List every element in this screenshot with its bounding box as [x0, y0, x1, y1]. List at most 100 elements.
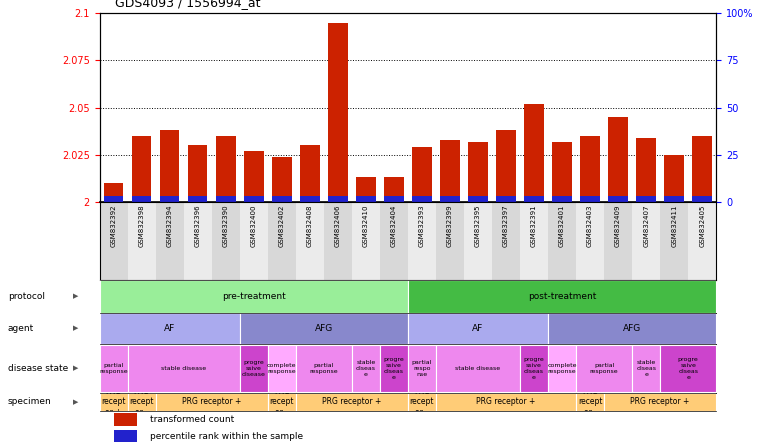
- Bar: [436, 202, 464, 280]
- Text: PRG receptor +: PRG receptor +: [630, 397, 690, 406]
- Text: ▶: ▶: [73, 399, 78, 405]
- Bar: [637, 196, 656, 202]
- Bar: [384, 178, 404, 202]
- Bar: [408, 313, 548, 344]
- Bar: [440, 140, 460, 202]
- Bar: [296, 393, 408, 411]
- Text: agent: agent: [8, 324, 34, 333]
- Text: stable
diseas
e: stable diseas e: [356, 360, 376, 377]
- Bar: [552, 196, 572, 202]
- Text: GSM832403: GSM832403: [587, 204, 593, 247]
- Bar: [608, 196, 628, 202]
- Text: complete
response: complete response: [547, 363, 577, 374]
- Text: PRG receptor +: PRG receptor +: [322, 397, 381, 406]
- Text: partial
response: partial response: [590, 363, 618, 374]
- Text: GSM832401: GSM832401: [559, 204, 565, 247]
- Bar: [632, 345, 660, 392]
- Bar: [581, 196, 600, 202]
- Bar: [692, 136, 712, 202]
- Text: GSM832392: GSM832392: [110, 204, 116, 247]
- Bar: [380, 345, 408, 392]
- Bar: [211, 202, 240, 280]
- Bar: [548, 313, 716, 344]
- Bar: [272, 157, 292, 202]
- Text: AFG: AFG: [623, 324, 641, 333]
- Text: GSM832411: GSM832411: [671, 204, 677, 247]
- Text: PRG
recept
or -: PRG recept or -: [129, 387, 154, 417]
- Bar: [155, 393, 268, 411]
- Bar: [664, 196, 684, 202]
- Text: GSM832391: GSM832391: [531, 204, 537, 247]
- Text: protocol: protocol: [8, 292, 44, 301]
- Text: PRG
recept
or +: PRG recept or +: [101, 387, 126, 417]
- Bar: [328, 196, 348, 202]
- Bar: [692, 196, 712, 202]
- Bar: [408, 393, 436, 411]
- Bar: [688, 202, 716, 280]
- Text: stable
diseas
e: stable diseas e: [636, 360, 656, 377]
- Bar: [408, 202, 436, 280]
- Bar: [520, 345, 548, 392]
- Bar: [520, 202, 548, 280]
- Bar: [240, 345, 268, 392]
- Text: progre
ssive
disease: progre ssive disease: [242, 360, 266, 377]
- Bar: [436, 345, 520, 392]
- Bar: [352, 345, 380, 392]
- Text: GSM832399: GSM832399: [447, 204, 453, 247]
- Text: PRG
recept
or -: PRG recept or -: [578, 387, 602, 417]
- Text: AF: AF: [164, 324, 175, 333]
- Bar: [408, 345, 436, 392]
- Bar: [412, 196, 432, 202]
- Text: partial
respo
nse: partial respo nse: [411, 360, 432, 377]
- Bar: [604, 393, 716, 411]
- Bar: [100, 313, 240, 344]
- Bar: [356, 178, 375, 202]
- Bar: [496, 196, 516, 202]
- Bar: [496, 131, 516, 202]
- Text: GSM832407: GSM832407: [643, 204, 649, 247]
- Text: transformed count: transformed count: [149, 415, 234, 424]
- Text: pre-treatment: pre-treatment: [222, 292, 286, 301]
- Text: progre
ssive
diseas
e: progre ssive diseas e: [678, 357, 699, 380]
- Text: GSM832397: GSM832397: [503, 204, 509, 247]
- Text: complete
response: complete response: [267, 363, 296, 374]
- Bar: [300, 196, 319, 202]
- Bar: [296, 345, 352, 392]
- Bar: [300, 146, 319, 202]
- Bar: [103, 183, 123, 202]
- Bar: [103, 196, 123, 202]
- Text: AFG: AFG: [315, 324, 333, 333]
- Bar: [384, 196, 404, 202]
- Bar: [100, 393, 128, 411]
- Bar: [436, 393, 576, 411]
- Text: GSM832390: GSM832390: [223, 204, 229, 247]
- Text: progre
ssive
diseas
e: progre ssive diseas e: [524, 357, 545, 380]
- Bar: [268, 393, 296, 411]
- Bar: [132, 136, 152, 202]
- Text: PRG
recept
or -: PRG recept or -: [270, 387, 294, 417]
- Text: ▶: ▶: [73, 365, 78, 372]
- Bar: [492, 202, 520, 280]
- Bar: [604, 202, 632, 280]
- Bar: [240, 202, 268, 280]
- Text: GSM832402: GSM832402: [279, 204, 285, 247]
- Text: GSM832404: GSM832404: [391, 204, 397, 247]
- Text: PRG receptor +: PRG receptor +: [182, 397, 241, 406]
- Text: progre
ssive
diseas
e: progre ssive diseas e: [384, 357, 404, 380]
- Bar: [637, 138, 656, 202]
- Bar: [296, 202, 324, 280]
- Bar: [552, 142, 572, 202]
- Bar: [576, 345, 632, 392]
- Text: disease state: disease state: [8, 364, 68, 373]
- Bar: [268, 345, 296, 392]
- Bar: [464, 202, 492, 280]
- Text: GSM832408: GSM832408: [307, 204, 313, 247]
- Bar: [132, 196, 152, 202]
- Bar: [244, 196, 264, 202]
- Bar: [272, 196, 292, 202]
- Bar: [160, 196, 179, 202]
- Text: GSM832396: GSM832396: [195, 204, 201, 247]
- Text: PRG receptor +: PRG receptor +: [476, 397, 535, 406]
- Text: stable disease: stable disease: [161, 366, 206, 371]
- Text: GSM832409: GSM832409: [615, 204, 621, 247]
